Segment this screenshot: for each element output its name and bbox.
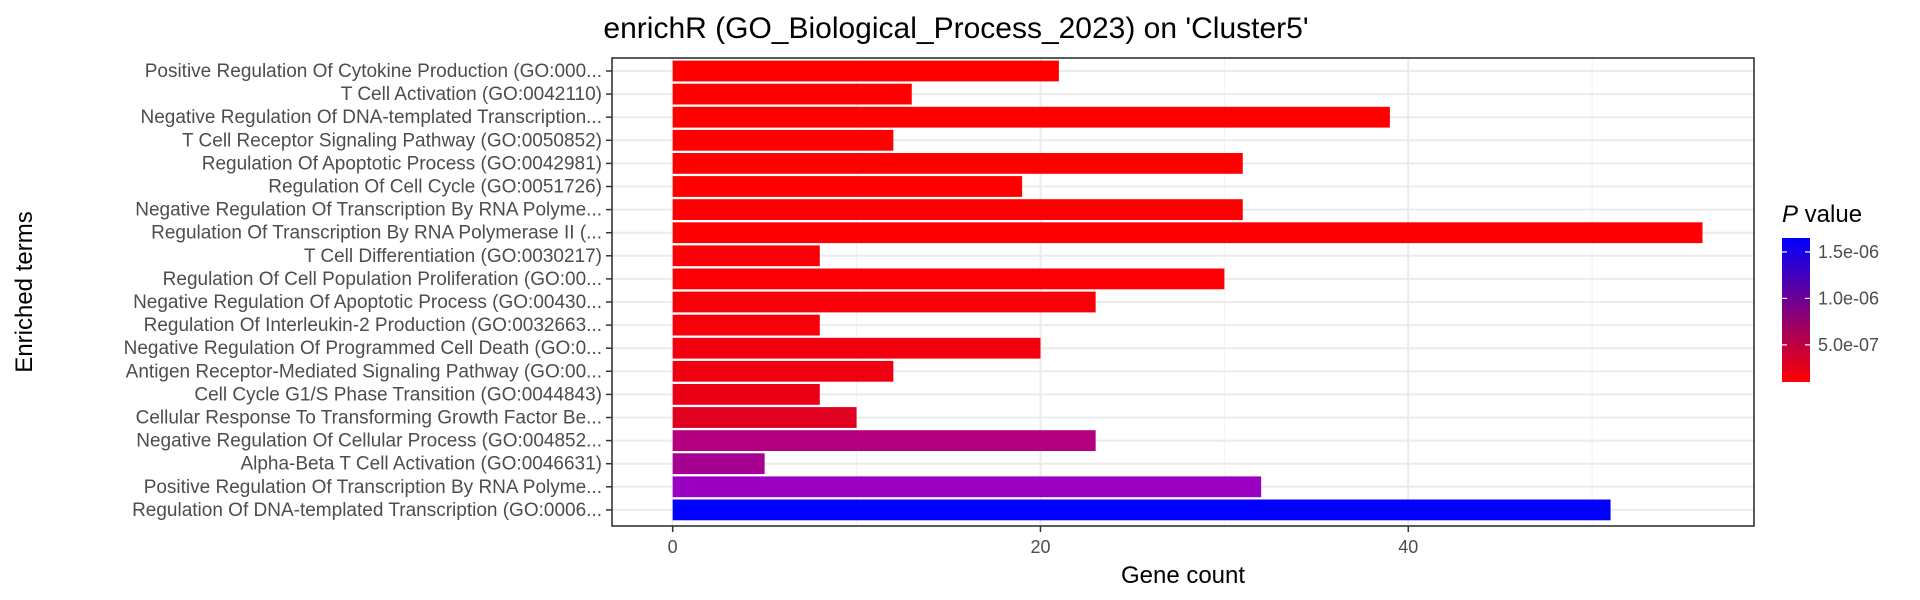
bar <box>672 60 1059 82</box>
bar <box>672 499 1611 521</box>
chart-title: enrichR (GO_Biological_Process_2023) on … <box>603 12 1308 45</box>
bar <box>672 291 1096 313</box>
pvalue-legend: P value 5.0e-07 1.0e-06 1.5e-06 <box>1782 201 1879 382</box>
y-tick-label: Positive Regulation Of Transcription By … <box>144 477 602 498</box>
y-tick-label: Regulation Of Transcription By RNA Polym… <box>151 223 602 244</box>
bar <box>672 476 1262 498</box>
legend-title: P value <box>1782 201 1862 228</box>
y-tick-label: Negative Regulation Of Transcription By … <box>135 200 602 221</box>
x-axis-title: Gene count <box>1121 562 1245 589</box>
y-tick-label: Regulation Of Interleukin-2 Production (… <box>144 315 602 336</box>
bar <box>672 268 1225 290</box>
bar <box>672 199 1243 220</box>
bar <box>672 129 894 151</box>
bar <box>672 384 820 405</box>
y-tick-label: Negative Regulation Of Programmed Cell D… <box>124 338 602 359</box>
plot-panel-border <box>611 57 1755 527</box>
x-axis-ticks: 0 20 40 <box>668 526 1418 557</box>
y-tick-label: Regulation Of Cell Population Proliferat… <box>163 269 602 290</box>
bar <box>672 360 894 382</box>
bar <box>672 245 820 267</box>
legend-title-rest: value <box>1798 201 1862 228</box>
y-tick-label: Antigen Receptor-Mediated Signaling Path… <box>126 361 602 382</box>
bar <box>672 407 857 428</box>
legend-tick-label: 5.0e-07 <box>1818 335 1879 355</box>
y-tick-label: Cellular Response To Transforming Growth… <box>136 408 602 429</box>
x-tick-label: 20 <box>1030 537 1050 557</box>
legend-tick-label: 1.5e-06 <box>1818 242 1879 262</box>
legend-colorbar <box>1782 238 1810 382</box>
bar <box>672 83 912 105</box>
y-tick-label: Negative Regulation Of DNA-templated Tra… <box>141 107 603 128</box>
bar <box>672 430 1096 451</box>
legend-title-italic: P <box>1782 201 1798 228</box>
bar <box>672 337 1041 359</box>
y-axis-title: Enriched terms <box>11 211 38 372</box>
y-tick-label: Regulation Of Cell Cycle (GO:0051726) <box>268 177 602 198</box>
y-tick-label: Cell Cycle G1/S Phase Transition (GO:004… <box>194 384 602 405</box>
y-tick-label: Regulation Of Apoptotic Process (GO:0042… <box>202 153 602 174</box>
y-tick-label: Negative Regulation Of Apoptotic Process… <box>133 292 602 313</box>
y-axis-labels: Positive Regulation Of Cytokine Producti… <box>124 61 612 521</box>
y-tick-label: Negative Regulation Of Cellular Process … <box>136 431 602 452</box>
x-tick-label: 0 <box>668 537 678 557</box>
bar <box>672 176 1023 197</box>
bar <box>672 222 1703 244</box>
legend-tick-label: 1.0e-06 <box>1818 288 1879 308</box>
y-tick-label: T Cell Receptor Signaling Pathway (GO:00… <box>182 130 602 151</box>
bar <box>672 106 1390 128</box>
bar <box>672 153 1243 174</box>
legend-ticks: 5.0e-07 1.0e-06 1.5e-06 <box>1782 242 1879 355</box>
bar <box>672 453 765 475</box>
bar-group <box>672 60 1703 521</box>
y-tick-label: T Cell Differentiation (GO:0030217) <box>304 246 602 267</box>
y-tick-label: T Cell Activation (GO:0042110) <box>341 84 602 105</box>
y-tick-label: Alpha-Beta T Cell Activation (GO:0046631… <box>240 454 602 475</box>
y-tick-label: Positive Regulation Of Cytokine Producti… <box>145 61 602 82</box>
x-tick-label: 40 <box>1398 537 1418 557</box>
bar <box>672 314 820 336</box>
y-tick-label: Regulation Of DNA-templated Transcriptio… <box>132 500 602 521</box>
